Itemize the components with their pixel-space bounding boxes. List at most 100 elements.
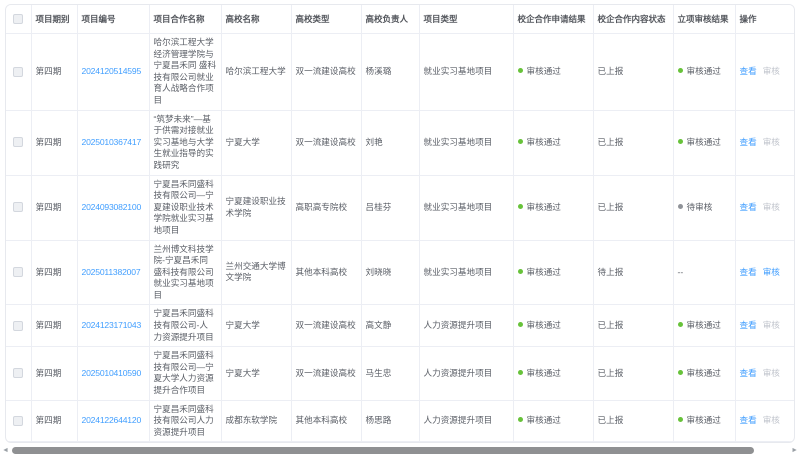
view-button[interactable]: 查看 [739,320,757,331]
table-row: 第四期 2024123171043 宁夏昌禾同盛科技有限公司-人力资源提升项目 宁夏大… [6,304,794,348]
cell-university-type: 双一流建设高校 [291,110,362,176]
cell-project-name: 宁夏昌禾同盛科技有限公司人力资源提升项目 [149,400,222,443]
cell-actions: 查看 审核 [735,304,794,348]
table-body: 第四期 2024120514595 哈尔滨工程大学经济管理学院与宁夏昌禾同 盛科技有… [6,33,794,443]
row-checkbox[interactable] [13,415,24,426]
cell-apply-result: 审核通过 [513,110,594,176]
cell-university-type: 双一流建设高校 [291,33,362,111]
status-dot-green-icon [517,369,523,375]
column-header-univType: 高校类型 [291,5,362,34]
audit-button: 审核 [762,320,780,331]
cell-project-period: 第四期 [31,175,78,241]
row-select-cell [6,110,32,176]
table-row: 第四期 2025010367417 “筑梦未来”—基于供需对接就业实习基地与大学生就… [6,110,794,176]
cell-content-status: 已上报 [593,346,674,401]
cell-university-type: 其他本科高校 [291,400,362,443]
project-number-link[interactable]: 2024093082100 [81,201,142,212]
view-button[interactable]: 查看 [739,415,757,426]
column-header-applyResult: 校企合作申请结果 [513,5,594,34]
row-checkbox[interactable] [13,368,24,379]
cell-actions: 查看 审核 [735,400,794,443]
table-row: 第四期 2024122644120 宁夏昌禾同盛科技有限公司人力资源提升项目 成都东软… [6,400,794,443]
cell-university-type: 双一流建设高校 [291,346,362,401]
audit-button: 审核 [762,201,780,212]
project-number-link[interactable]: 2025011382007 [81,266,141,277]
cell-project-type: 就业实习基地项目 [419,175,514,241]
cell-actions: 查看 审核 [735,175,794,241]
audit-button: 审核 [762,65,780,76]
cell-project-type: 人力资源提升项目 [419,346,514,401]
cell-project-number: 2024120514595 [77,33,150,111]
cell-apply-result: 审核通过 [513,240,594,306]
cell-content-status: 已上报 [593,304,674,348]
cell-project-name: “筑梦未来”—基于供需对接就业实习基地与大学生就业指导的实践研究 [149,110,222,176]
cell-project-period: 第四期 [31,110,78,176]
scroll-left-arrow[interactable]: ◄ [2,447,9,455]
audit-button: 审核 [762,367,780,378]
cell-project-number: 2024123171043 [77,304,150,348]
cell-project-number: 2024093082100 [77,175,150,241]
row-checkbox[interactable] [13,320,24,331]
cell-university-name: 宁夏大学 [221,346,292,401]
status-dot-green-icon [517,68,523,74]
audit-button: 审核 [762,415,780,426]
audit-button[interactable]: 审核 [762,266,780,277]
project-number-link[interactable]: 2025010410590 [81,367,142,378]
cell-project-type: 就业实习基地项目 [419,33,514,111]
row-select-cell [6,400,32,443]
cell-approval-result: 审核通过 [673,33,736,111]
status-dot-green-icon [517,417,523,423]
cell-approval-result: 审核通过 [673,304,736,348]
cell-apply-result: 审核通过 [513,33,594,111]
cell-approval-result: 待审核 [673,175,736,241]
column-header-number: 项目编号 [77,5,150,34]
view-button[interactable]: 查看 [739,367,757,378]
cell-content-status: 已上报 [593,33,674,111]
select-all-checkbox[interactable] [13,14,24,25]
cell-project-number: 2025010367417 [77,110,150,176]
project-table-container: 项目期别 项目编号 项目合作名称 高校名称 高校类型 高校负责人 项目类型 校企合作申请结果校… [5,4,795,444]
cell-university-type: 高职高专院校 [291,175,362,241]
cell-approval-result: -- [673,240,736,306]
view-button[interactable]: 查看 [739,266,757,277]
cell-university-name: 宁夏大学 [221,304,292,348]
cell-project-type: 人力资源提升项目 [419,400,514,443]
cell-apply-result: 审核通过 [513,304,594,348]
cell-apply-result: 审核通过 [513,346,594,401]
row-checkbox[interactable] [13,137,24,148]
status-dot-green-icon [677,322,683,328]
view-button[interactable]: 查看 [739,201,757,212]
horizontal-scrollbar[interactable]: ◄ ► [2,446,798,455]
column-header-actions: 操作 [735,5,794,34]
project-table: 项目期别 项目编号 项目合作名称 高校名称 高校类型 高校负责人 项目类型 校企合作申请结果校… [6,5,794,443]
project-number-link[interactable]: 2024123171043 [81,320,142,331]
row-checkbox[interactable] [13,66,24,77]
view-button[interactable]: 查看 [739,65,757,76]
row-checkbox[interactable] [13,202,24,213]
cell-project-period: 第四期 [31,346,78,401]
table-header-row: 项目期别 项目编号 项目合作名称 高校名称 高校类型 高校负责人 项目类型 校企合作申请结果校… [6,5,794,34]
cell-project-name: 哈尔滨工程大学经济管理学院与宁夏昌禾同 盛科技有限公司就业育人战略合作项目 [149,33,222,111]
project-number-link[interactable]: 2024120514595 [81,65,142,76]
view-button[interactable]: 查看 [739,136,757,147]
cell-university-name: 成都东软学院 [221,400,292,443]
audit-button: 审核 [762,136,780,147]
cell-actions: 查看 审核 [735,110,794,176]
header-select-cell [6,5,32,34]
project-number-link[interactable]: 2024122644120 [81,415,142,426]
project-number-link[interactable]: 2025010367417 [81,136,142,147]
scroll-right-arrow[interactable]: ► [791,447,798,455]
table-row: 第四期 2024093082100 宁夏昌禾同盛科技有限公司—宁夏建设职业技术学院就… [6,175,794,241]
row-checkbox[interactable] [13,267,24,278]
cell-university-leader: 刘晓晓 [361,240,420,306]
cell-content-status: 待上报 [593,240,674,306]
scrollbar-thumb[interactable] [12,447,754,455]
status-dot-green-icon [517,203,523,209]
cell-content-status: 已上报 [593,400,674,443]
cell-project-name: 宁夏昌禾同盛科技有限公司—宁夏大学人力资源提升合作项目 [149,346,222,401]
status-dot-green-icon [677,68,683,74]
cell-project-name: 宁夏昌禾同盛科技有限公司-人力资源提升项目 [149,304,222,348]
cell-apply-result: 审核通过 [513,400,594,443]
column-header-university: 高校名称 [221,5,292,34]
status-dot-grey-icon [677,203,683,209]
